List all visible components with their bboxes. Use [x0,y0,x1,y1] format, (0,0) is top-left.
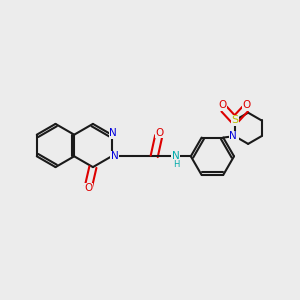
Text: O: O [242,100,251,110]
Text: H: H [172,160,179,169]
Text: N: N [172,151,180,161]
Text: N: N [109,128,117,138]
Text: O: O [84,183,92,193]
Text: O: O [218,100,227,110]
Text: S: S [231,116,238,125]
Text: N: N [111,151,119,161]
Text: N: N [231,131,239,141]
Text: N: N [229,131,237,141]
Text: O: O [155,128,164,138]
